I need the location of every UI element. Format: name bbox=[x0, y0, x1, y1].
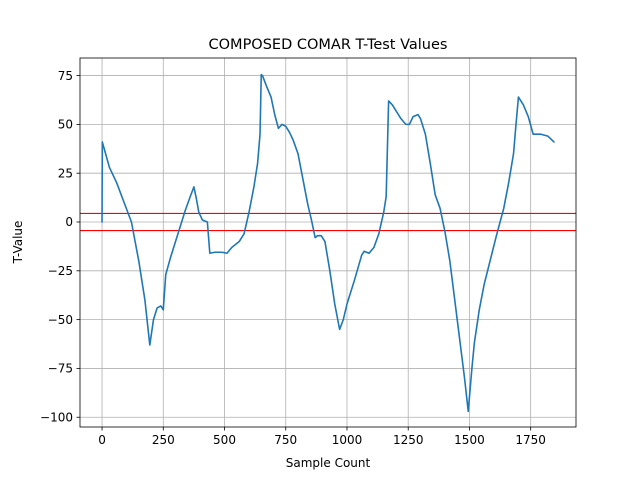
y-tick-label: −100 bbox=[40, 410, 73, 424]
threshold-lines bbox=[80, 212, 576, 232]
x-tick-label: 1000 bbox=[332, 433, 363, 447]
y-tick-label: 50 bbox=[58, 118, 73, 132]
y-axis-label: T-Value bbox=[11, 221, 25, 265]
y-tick-label: −25 bbox=[48, 264, 73, 278]
x-axis-label: Sample Count bbox=[286, 456, 371, 470]
series-layer bbox=[101, 73, 555, 413]
chart-title: COMPOSED COMAR T-Test Values bbox=[209, 37, 448, 53]
y-tick-label: −50 bbox=[48, 313, 73, 327]
x-tick-label: 500 bbox=[213, 433, 236, 447]
x-tick-label: 750 bbox=[274, 433, 297, 447]
x-tick-label: 1750 bbox=[515, 433, 546, 447]
y-tick-label: −75 bbox=[48, 362, 73, 376]
x-tick-label: 1250 bbox=[393, 433, 424, 447]
x-tick-label: 0 bbox=[98, 433, 106, 447]
y-tick-label: 75 bbox=[58, 69, 73, 83]
series-line bbox=[101, 73, 555, 413]
x-tick-label: 250 bbox=[152, 433, 175, 447]
plot-frame bbox=[79, 57, 577, 428]
y-axis-ticks: −100 −75 −50 −25 0 25 50 75 bbox=[40, 69, 80, 424]
x-axis-ticks: 0 250 500 750 1000 1250 1500 1750 bbox=[98, 427, 546, 447]
y-tick-label: 0 bbox=[65, 215, 73, 229]
grid-lines bbox=[80, 58, 576, 427]
y-tick-label: 25 bbox=[58, 166, 73, 180]
x-tick-label: 1500 bbox=[454, 433, 485, 447]
plot-area-background bbox=[80, 58, 576, 427]
